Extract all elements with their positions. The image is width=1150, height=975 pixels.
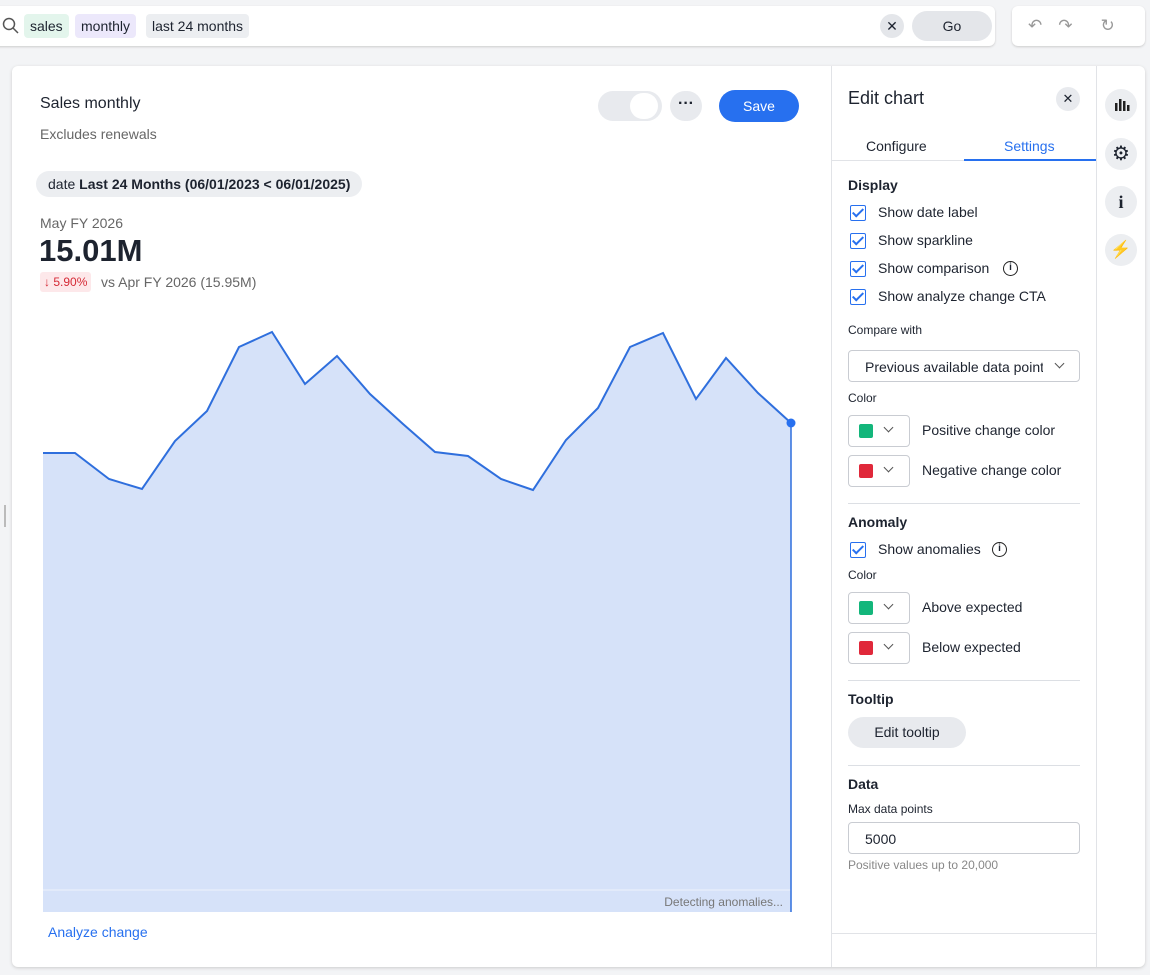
max-points-input[interactable]: 5000 <box>848 822 1080 854</box>
filter-field: date <box>48 176 75 192</box>
search-token[interactable]: sales <box>24 14 69 38</box>
field-label: Color <box>848 391 877 405</box>
info-icon[interactable]: i <box>1003 261 1018 276</box>
kpi-change-value: 5.90% <box>53 275 87 289</box>
color-label: Below expected <box>922 639 1021 655</box>
divider <box>832 933 1096 934</box>
save-button[interactable]: Save <box>719 90 799 122</box>
color-picker[interactable] <box>848 632 910 664</box>
more-button[interactable]: ··· <box>670 91 702 121</box>
checkbox[interactable] <box>850 289 866 305</box>
field-label: Color <box>848 568 877 582</box>
tab[interactable]: Configure <box>866 138 927 154</box>
filter-value: Last 24 Months (06/01/2023 < 06/01/2025) <box>79 176 350 192</box>
checkbox[interactable] <box>850 233 866 249</box>
color-label: Positive change color <box>922 422 1055 438</box>
close-button[interactable]: ✕ <box>1056 87 1080 111</box>
section-rule <box>848 680 1080 681</box>
compare-select[interactable]: Previous available data point <box>848 350 1080 382</box>
analyze-link[interactable]: Analyze change <box>48 924 148 940</box>
kpi-value: 15.01M <box>39 233 142 269</box>
checkbox[interactable] <box>850 261 866 277</box>
spotiq-icon[interactable]: ⚡ <box>1105 234 1137 266</box>
edit-tooltip-button[interactable]: Edit tooltip <box>848 717 966 748</box>
checkbox-label: Show comparison <box>878 260 989 276</box>
divider <box>831 66 832 967</box>
checkbox-label: Show analyze change CTA <box>878 288 1046 304</box>
section-heading: Tooltip <box>848 691 894 707</box>
info-icon[interactable]: i <box>992 542 1007 557</box>
color-label: Above expected <box>922 599 1022 615</box>
kpi-period: May FY 2026 <box>40 215 123 231</box>
history-toolbar: ↶ ↷ ↻ <box>1012 6 1145 46</box>
reset[interactable]: ↻ <box>1101 16 1115 35</box>
card-subtitle: Excludes renewals <box>40 126 157 142</box>
select-value: Previous available data point <box>865 359 1043 375</box>
checkbox-label: Show anomalies <box>878 541 981 557</box>
checkbox[interactable] <box>850 205 866 221</box>
filter-chip[interactable]: date Last 24 Months (06/01/2023 < 06/01/… <box>36 171 362 197</box>
chart-tab-icon[interactable] <box>1105 89 1137 121</box>
search-icon <box>2 17 20 35</box>
section-rule <box>848 503 1080 504</box>
section-heading: Display <box>848 177 898 193</box>
hint: Positive values up to 20,000 <box>848 858 998 872</box>
settings-icon[interactable]: ⚙ <box>1105 138 1137 170</box>
section-rule <box>848 765 1080 766</box>
checkbox-label: Show date label <box>878 204 978 220</box>
color-picker[interactable] <box>848 455 910 487</box>
checkbox[interactable] <box>850 542 866 558</box>
tab-active[interactable]: Settings <box>1004 138 1055 154</box>
status-text: Detecting anomalies... <box>600 895 783 909</box>
color-picker[interactable] <box>848 592 910 624</box>
checkbox-label: Show sparkline <box>878 232 973 248</box>
kpi-comparison: vs Apr FY 2026 (15.95M) <box>101 274 256 290</box>
resize-handle <box>4 505 6 527</box>
field-label: Compare with <box>848 323 922 337</box>
color-label: Negative change color <box>922 462 1061 478</box>
divider <box>1096 66 1097 967</box>
card-title: Sales monthly <box>40 95 141 113</box>
kpi-change: ↓ 5.90% <box>40 272 91 292</box>
go-button[interactable]: Go <box>912 11 992 41</box>
redo[interactable]: ↷ <box>1058 16 1072 35</box>
search-token[interactable]: monthly <box>75 14 136 38</box>
info-tab-icon[interactable]: i <box>1105 186 1137 218</box>
tab-indicator <box>964 159 1096 161</box>
panel-title: Edit chart <box>848 88 924 109</box>
section-heading: Data <box>848 776 878 792</box>
clear-button[interactable]: ✕ <box>880 14 904 38</box>
search-token[interactable]: last 24 months <box>146 14 249 38</box>
view-toggle[interactable] <box>598 91 662 121</box>
color-picker[interactable] <box>848 415 910 447</box>
section-heading: Anomaly <box>848 514 907 530</box>
undo[interactable]: ↶ <box>1028 16 1042 35</box>
field-label: Max data points <box>848 802 933 816</box>
